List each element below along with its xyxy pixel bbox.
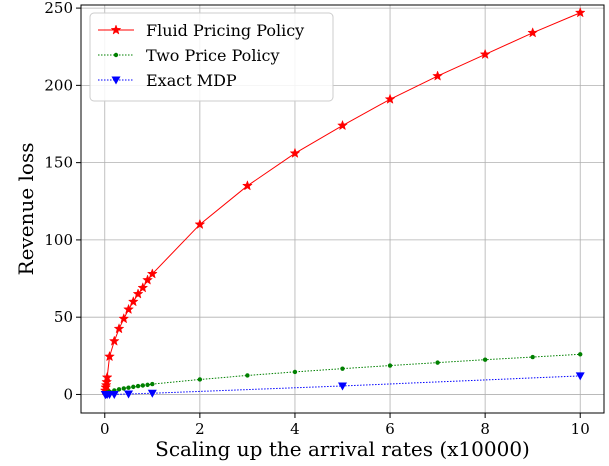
series-line: [104, 353, 581, 395]
data-point: [435, 360, 440, 365]
legend-label: Exact MDP: [146, 71, 237, 90]
data-point: [432, 70, 444, 81]
data-point: [101, 371, 113, 383]
data-point: [479, 48, 491, 60]
plot-frame: [80, 4, 605, 414]
data-point: [127, 296, 139, 307]
data-point: [101, 376, 113, 387]
series-2: [100, 372, 585, 399]
data-point: [530, 354, 535, 360]
data-point: [140, 383, 146, 388]
data-point: [147, 389, 157, 398]
data-point: [197, 377, 203, 382]
y-axis-label: Revenue loss: [14, 143, 38, 276]
data-point: [482, 357, 488, 362]
data-point: [108, 335, 120, 346]
data-point: [241, 180, 253, 191]
data-point: [145, 382, 150, 388]
data-point: [123, 303, 134, 315]
data-point: [150, 381, 155, 387]
y-tick-label: 200: [44, 76, 73, 94]
data-point: [245, 373, 250, 378]
legend: Fluid Pricing Policy Two Price Policy Exac…: [89, 12, 334, 102]
data-point: [574, 7, 586, 18]
data-point: [135, 383, 141, 389]
data-point: [575, 372, 585, 381]
data-point: [124, 390, 134, 399]
data-point: [146, 268, 158, 279]
data-point: [387, 363, 393, 368]
y-tick-label: 100: [44, 231, 73, 249]
data-point: [292, 369, 298, 375]
series-layer: [99, 7, 586, 399]
y-tick-label: 150: [44, 154, 73, 172]
x-tick-label: 0: [100, 420, 110, 438]
data-point: [118, 313, 130, 324]
x-tick-label: 2: [195, 420, 205, 438]
legend-marker: [113, 52, 119, 58]
data-point: [384, 93, 396, 104]
data-point: [340, 366, 345, 371]
legend-box: [89, 12, 334, 102]
data-point: [338, 382, 347, 391]
data-point: [109, 390, 119, 399]
data-point: [126, 385, 131, 390]
data-point: [137, 282, 149, 293]
data-point: [289, 147, 301, 158]
data-point: [131, 384, 136, 390]
data-point: [578, 352, 583, 357]
x-tick-label: 8: [480, 420, 490, 438]
x-tick-label: 10: [571, 420, 590, 438]
data-point: [121, 386, 126, 391]
data-point: [337, 119, 348, 131]
legend-marker: [111, 76, 121, 85]
data-point: [132, 288, 144, 299]
y-tick-label: 250: [44, 0, 73, 17]
data-point: [104, 350, 115, 362]
y-tick-label: 50: [54, 308, 73, 326]
data-point: [142, 274, 153, 285]
data-point: [113, 323, 125, 334]
legend-label: Two Price Policy: [146, 46, 280, 65]
data-point: [116, 387, 122, 392]
data-point: [194, 218, 206, 230]
legend-marker: [110, 24, 122, 35]
x-tick-label: 4: [290, 420, 300, 438]
y-tick-label: 0: [63, 385, 73, 403]
data-point: [527, 27, 539, 38]
x-tick-label: 6: [385, 420, 395, 438]
x-axis-label: Scaling up the arrival rates (x10000): [155, 437, 530, 461]
legend-label: Fluid Pricing Policy: [146, 21, 304, 40]
